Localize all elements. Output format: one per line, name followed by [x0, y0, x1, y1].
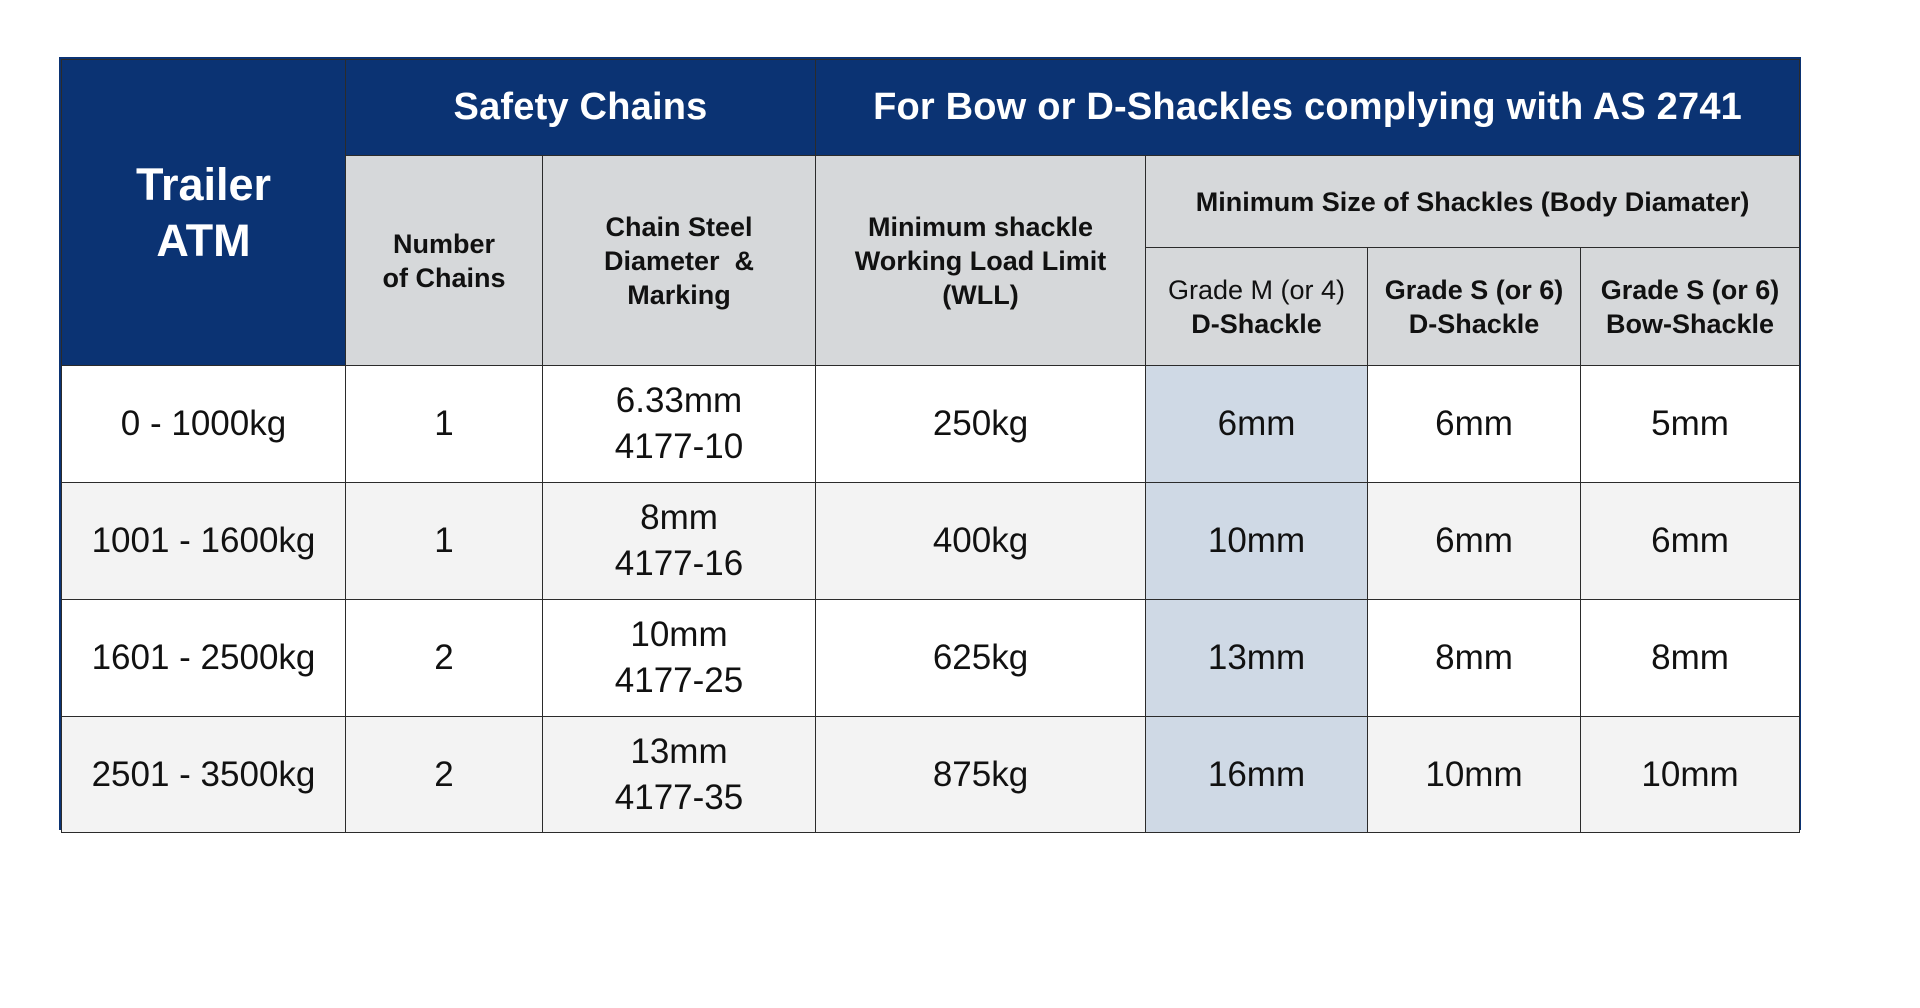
header-grade-s-bow-line2: Bow-Shackle — [1605, 308, 1775, 339]
header-trailer-atm: Trailer ATM — [61, 59, 346, 366]
header-grade-s-bow-shackle: Grade S (or 6) Bow-Shackle — [1579, 247, 1801, 366]
shackle-spec-table-container: Trailer ATM Safety Chains For Bow or D-S… — [59, 57, 1801, 833]
header-chain-steel-line3: Marking — [627, 279, 731, 310]
header-min-size-of-shackles: Minimum Size of Shackles (Body Diamater) — [1144, 155, 1801, 248]
cell-trailer-atm: 1601 - 2500kg — [61, 599, 346, 717]
header-trailer-atm-line1: Trailer — [135, 158, 272, 210]
table-row: 1601 - 2500kg 2 10mm 4177-25 625kg 13mm … — [61, 599, 1801, 717]
header-grade-s-d-line2: D-Shackle — [1408, 308, 1540, 339]
cell-grade-s-bow-shackle: 5mm — [1579, 365, 1801, 483]
cell-grade-s-d-shackle: 6mm — [1367, 482, 1581, 600]
header-grade-s-d-line1: Grade S (or 6) — [1384, 274, 1564, 305]
cell-chain-steel: 6.33mm 4177-10 — [542, 365, 816, 483]
header-shackles-group: For Bow or D-Shackles complying with AS … — [814, 59, 1801, 156]
cell-grade-s-d-shackle: 8mm — [1367, 599, 1581, 717]
cell-grade-s-bow-shackle: 10mm — [1579, 716, 1801, 833]
header-chain-steel-line1: Chain Steel — [605, 211, 753, 242]
table-row: 1001 - 1600kg 1 8mm 4177-16 400kg 10mm 6… — [61, 482, 1801, 600]
cell-chain-steel: 13mm 4177-35 — [542, 716, 816, 833]
cell-grade-m-d-shackle: 13mm — [1145, 599, 1368, 717]
header-min-shackle-wll: Minimum shackle Working Load Limit (WLL) — [815, 155, 1146, 366]
header-trailer-atm-line2: ATM — [156, 214, 251, 266]
header-row-top: Trailer ATM Safety Chains For Bow or D-S… — [61, 59, 1801, 366]
table-row: 2501 - 3500kg 2 13mm 4177-35 875kg 16mm … — [61, 716, 1801, 833]
header-grade-m-line2: D-Shackle — [1191, 308, 1322, 339]
header-number-of-chains: Number of Chains — [345, 155, 543, 366]
cell-chain-steel: 8mm 4177-16 — [542, 482, 816, 600]
cell-number-of-chains: 1 — [345, 365, 543, 483]
header-row-grades: Grade M (or 4) D-Shackle Grade S (or 6) … — [62, 247, 1801, 366]
shackle-spec-table: Trailer ATM Safety Chains For Bow or D-S… — [61, 59, 1801, 833]
cell-grade-s-d-shackle: 6mm — [1367, 365, 1581, 483]
cell-grade-m-d-shackle: 6mm — [1145, 365, 1368, 483]
header-safety-chains: Safety Chains — [345, 59, 816, 156]
header-number-of-chains-line2: of Chains — [382, 262, 506, 293]
cell-chain-marking: 4177-25 — [614, 661, 744, 700]
cell-chain-steel: 10mm 4177-25 — [542, 599, 816, 717]
cell-min-wll: 400kg — [815, 482, 1146, 600]
header-row-middle: Number of Chains Chain Steel Diameter & … — [62, 155, 1801, 366]
cell-grade-m-d-shackle: 10mm — [1145, 482, 1368, 600]
cell-min-wll: 875kg — [815, 716, 1146, 833]
cell-trailer-atm: 2501 - 3500kg — [61, 716, 346, 833]
header-number-of-chains-line1: Number — [392, 228, 495, 259]
cell-number-of-chains: 2 — [345, 599, 543, 717]
cell-chain-marking: 4177-35 — [614, 777, 744, 817]
cell-grade-m-d-shackle: 16mm — [1145, 716, 1368, 833]
header-grade-s-d-shackle: Grade S (or 6) D-Shackle — [1367, 247, 1581, 366]
header-wll-line1: Minimum shackle — [867, 211, 1094, 242]
header-wll-line3: (WLL) — [942, 279, 1019, 310]
header-grade-s-bow-line1: Grade S (or 6) — [1600, 274, 1780, 305]
cell-chain-marking: 4177-16 — [614, 544, 744, 583]
header-chain-steel-line2: Diameter & — [603, 245, 755, 276]
cell-trailer-atm: 1001 - 1600kg — [61, 482, 346, 600]
cell-chain-diameter: 13mm — [630, 731, 728, 771]
cell-trailer-atm: 0 - 1000kg — [61, 365, 346, 483]
cell-grade-s-bow-shackle: 8mm — [1579, 599, 1801, 717]
header-grade-m-d-shackle: Grade M (or 4) D-Shackle — [1145, 247, 1368, 366]
cell-number-of-chains: 2 — [345, 716, 543, 833]
cell-min-wll: 625kg — [815, 599, 1146, 717]
table-row: 0 - 1000kg 1 6.33mm 4177-10 250kg 6mm 6m… — [61, 365, 1801, 483]
header-wll-line2: Working Load Limit — [854, 245, 1107, 276]
cell-chain-diameter: 6.33mm — [615, 381, 743, 420]
cell-min-wll: 250kg — [815, 365, 1146, 483]
cell-chain-marking: 4177-10 — [614, 427, 744, 466]
cell-chain-diameter: 10mm — [630, 615, 728, 654]
cell-chain-diameter: 8mm — [640, 498, 718, 537]
cell-grade-s-bow-shackle: 6mm — [1579, 482, 1801, 600]
header-grade-m-line1: Grade M (or 4) — [1167, 274, 1346, 305]
header-chain-steel-diameter: Chain Steel Diameter & Marking — [542, 155, 816, 366]
cell-grade-s-d-shackle: 10mm — [1367, 716, 1581, 833]
cell-number-of-chains: 1 — [345, 482, 543, 600]
